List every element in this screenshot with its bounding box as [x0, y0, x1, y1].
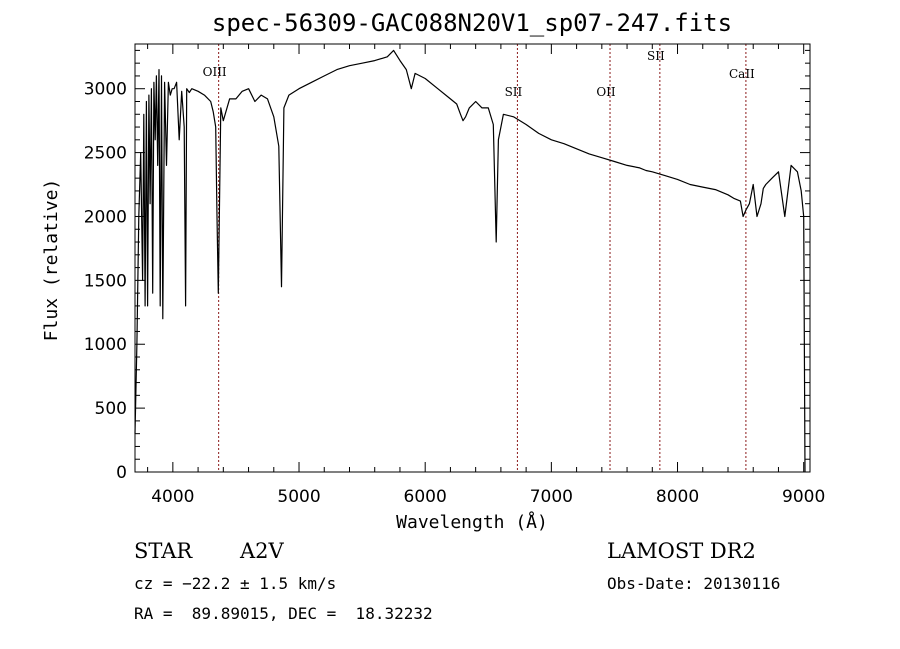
observation-date: Obs-Date: 20130116 [607, 574, 781, 593]
chart-title: spec-56309-GAC088N20V1_sp07-247.fits [212, 9, 732, 37]
axis-ticks [135, 44, 810, 473]
survey-name: LAMOST DR2 [607, 539, 756, 563]
x-tick-label: 9000 [782, 487, 825, 507]
x-tick-label: 4000 [151, 487, 194, 507]
spectral-subclass: A2V [240, 539, 284, 563]
coordinates: RA = 89.89015, DEC = 18.32232 [134, 604, 433, 623]
plot-frame [134, 43, 811, 473]
redshift-cz: cz = −22.2 ± 1.5 km/s [134, 574, 337, 593]
marker-label-2: OII [596, 85, 616, 99]
y-tick-label: 0 [116, 463, 127, 483]
marker-label-1: SII [505, 85, 523, 99]
y-tick-label: 1500 [84, 271, 127, 291]
series-line-0 [134, 49, 806, 473]
y-tick-label: 2000 [84, 207, 127, 227]
tick-labels: 4000 5000 6000 7000 8000 9000 0 500 1000 1500 2000… [84, 80, 826, 507]
y-tick-label: 500 [95, 399, 127, 419]
spectrum-series [134, 49, 806, 473]
emission-line-markers: OIII SII OII SII CaII [203, 44, 755, 472]
x-axis-label: Wavelength (Å) [396, 511, 548, 533]
y-axis-label: Flux (relative) [41, 179, 62, 342]
marker-label-4: CaII [729, 67, 755, 81]
marker-label-0: OIII [203, 65, 227, 79]
object-class: STAR [134, 539, 193, 563]
x-tick-label: 8000 [656, 487, 699, 507]
y-tick-label: 2500 [84, 144, 127, 164]
y-tick-label: 3000 [84, 80, 127, 100]
x-tick-label: 5000 [277, 487, 320, 507]
x-tick-label: 6000 [404, 487, 447, 507]
marker-label-3: SII [647, 49, 665, 63]
y-tick-label: 1000 [84, 335, 127, 355]
x-tick-label: 7000 [530, 487, 573, 507]
